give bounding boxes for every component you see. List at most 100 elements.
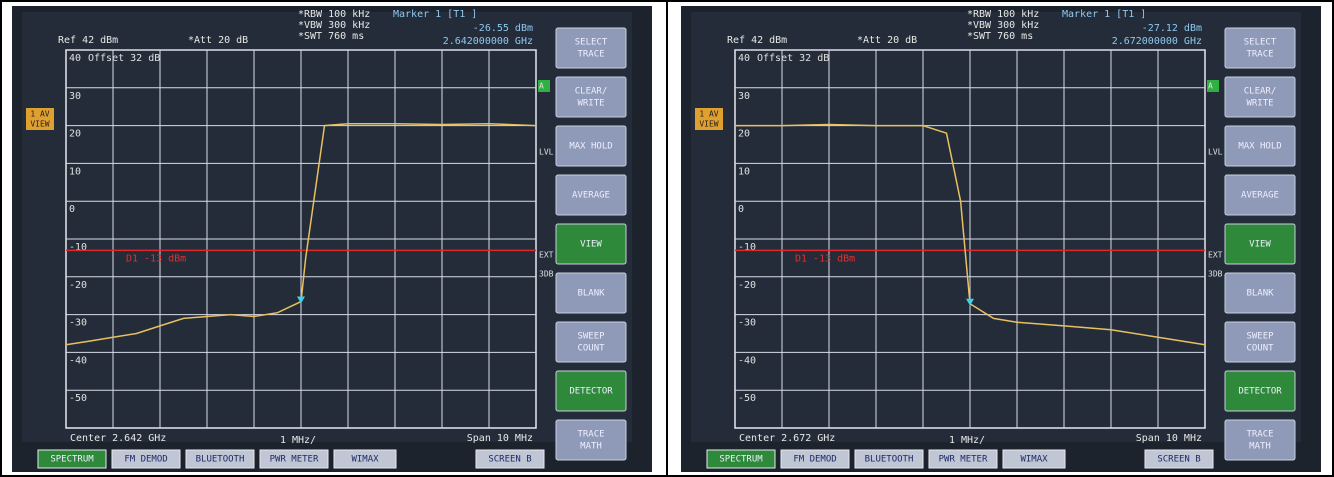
bottom-button-label: BLUETOOTH: [196, 455, 245, 465]
softkey-label: SELECT: [1244, 38, 1277, 48]
softkey[interactable]: [1224, 272, 1296, 314]
rbw-label: *RBW 100 kHz: [298, 9, 370, 20]
softkey[interactable]: [555, 174, 627, 216]
softkey[interactable]: [555, 125, 627, 167]
marker-point: [966, 298, 974, 306]
side-tag: EXT: [539, 251, 554, 260]
bottom-button-label: PWR METER: [270, 455, 319, 465]
y-tick-label: 30: [69, 91, 81, 102]
bottom-button-label: SCREEN B: [1157, 455, 1200, 465]
ref-label: Ref 42 dBm: [58, 35, 118, 46]
softkey[interactable]: [555, 419, 627, 461]
softkey[interactable]: [555, 223, 627, 265]
y-tick-label: 40: [738, 53, 750, 64]
bottom-button[interactable]: [259, 449, 329, 469]
softkey[interactable]: [1224, 76, 1296, 118]
softkey-label: TRACE: [1246, 50, 1273, 60]
softkey-label: SWEEP: [1246, 332, 1274, 342]
side-tag: 3DB: [539, 270, 554, 279]
att-label: *Att 20 dB: [857, 35, 917, 46]
softkey-label: BLANK: [577, 289, 605, 299]
bottom-button-label: WIMAX: [351, 455, 379, 465]
softkey-label: WRITE: [1246, 99, 1273, 109]
threshold-label: D1 -13 dBm: [126, 253, 186, 264]
y-tick-label: -50: [738, 393, 756, 404]
softkey-label: SWEEP: [577, 332, 605, 342]
bottom-button[interactable]: [185, 449, 255, 469]
y-tick-label: -20: [738, 280, 756, 291]
softkey-label: COUNT: [1246, 344, 1274, 354]
bottom-button[interactable]: [1002, 449, 1066, 469]
vbw-label: *VBW 300 kHz: [298, 20, 370, 31]
bottom-button-label: PWR METER: [939, 455, 988, 465]
bottom-button[interactable]: [333, 449, 397, 469]
softkey[interactable]: [1224, 27, 1296, 69]
marker-value: -26.55 dBm: [473, 23, 533, 34]
trace-tag: 1 AV: [30, 110, 49, 119]
y-tick-label: 20: [69, 129, 81, 140]
y-tick-label: -40: [738, 355, 756, 366]
trace-tag-box: [695, 108, 723, 130]
trace-tag-box: [26, 108, 54, 130]
bottom-button[interactable]: [928, 449, 998, 469]
softkey-label: TRACE: [577, 50, 604, 60]
softkey-label: DETECTOR: [1238, 387, 1282, 397]
center-label: Center 2.672 GHz: [739, 433, 835, 444]
threshold-label: D1 -13 dBm: [795, 253, 855, 264]
y-tick-label: -20: [69, 280, 87, 291]
att-label: *Att 20 dB: [188, 35, 248, 46]
bottom-button-label: SPECTRUM: [50, 455, 94, 465]
softkey[interactable]: [555, 272, 627, 314]
y-tick-label: -30: [69, 318, 87, 329]
div-label: 1 MHz/: [280, 435, 316, 446]
softkey-label: MATH: [580, 442, 602, 452]
bottom-button[interactable]: [854, 449, 924, 469]
trace-tag: 1 AV: [699, 110, 718, 119]
softkey-label: SELECT: [575, 38, 608, 48]
softkey-label: CLEAR/: [1244, 87, 1277, 97]
softkey-label: DETECTOR: [569, 387, 613, 397]
vbw-label: *VBW 300 kHz: [967, 20, 1039, 31]
softkey[interactable]: [1224, 223, 1296, 265]
softkey[interactable]: [555, 321, 627, 363]
rbw-label: *RBW 100 kHz: [967, 9, 1039, 20]
softkey[interactable]: [555, 76, 627, 118]
bottom-button-label: FM DEMOD: [124, 455, 167, 465]
side-tag: LVL: [539, 148, 554, 157]
softkey[interactable]: [1224, 321, 1296, 363]
offset-label: Offset 32 dB: [88, 53, 160, 64]
side-tag: LVL: [1208, 148, 1223, 157]
ref-label: Ref 42 dBm: [727, 35, 787, 46]
marker-title: Marker 1 [T1 ]: [393, 9, 477, 20]
y-tick-label: 10: [738, 166, 750, 177]
softkey-label: BLANK: [1246, 289, 1274, 299]
softkey[interactable]: [1224, 174, 1296, 216]
softkey[interactable]: [1224, 419, 1296, 461]
bottom-button-label: BLUETOOTH: [865, 455, 914, 465]
softkey-label: COUNT: [577, 344, 605, 354]
span-label: Span 10 MHz: [1136, 433, 1202, 444]
marker-value: -27.12 dBm: [1142, 23, 1202, 34]
bottom-button[interactable]: [1144, 449, 1214, 469]
side-tag: A: [1208, 82, 1213, 91]
marker-freq: 2.672000000 GHz: [1112, 36, 1202, 47]
bottom-button[interactable]: [37, 449, 107, 469]
display: [22, 12, 632, 442]
bottom-button[interactable]: [475, 449, 545, 469]
bottom-button[interactable]: [706, 449, 776, 469]
bottom-button[interactable]: [780, 449, 850, 469]
softkey-label: AVERAGE: [572, 191, 610, 201]
softkey[interactable]: [1224, 370, 1296, 412]
center-label: Center 2.642 GHz: [70, 433, 166, 444]
y-tick-label: 30: [738, 91, 750, 102]
softkey[interactable]: [1224, 125, 1296, 167]
y-tick-label: 0: [69, 204, 75, 215]
softkey[interactable]: [555, 370, 627, 412]
softkey-label: MAX HOLD: [569, 142, 612, 152]
y-tick-label: -30: [738, 318, 756, 329]
bottom-button[interactable]: [111, 449, 181, 469]
span-label: Span 10 MHz: [467, 433, 533, 444]
softkey[interactable]: [555, 27, 627, 69]
offset-label: Offset 32 dB: [757, 53, 829, 64]
display: [691, 12, 1301, 442]
